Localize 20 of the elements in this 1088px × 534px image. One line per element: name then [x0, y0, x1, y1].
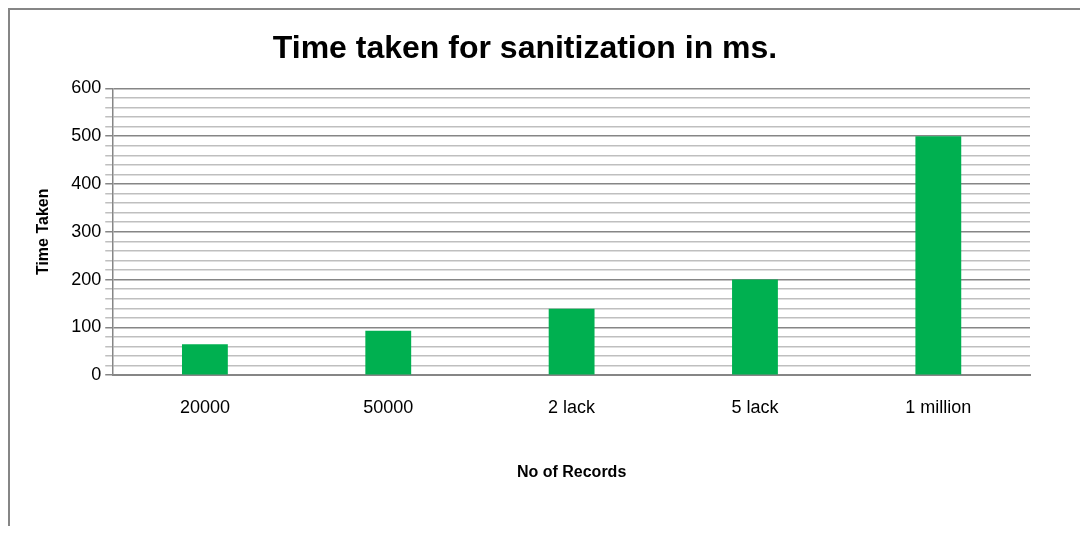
y-tick-label: 500: [71, 125, 102, 146]
chart-title: Time taken for sanitization in ms.: [272, 29, 778, 66]
x-tick-label: 20000: [179, 396, 230, 417]
y-tick-label: 300: [71, 220, 102, 241]
y-tick-label: 200: [71, 268, 102, 289]
y-tick-label: 0: [91, 364, 102, 385]
bar: [548, 308, 595, 375]
x-tick-label: 1 million: [905, 396, 972, 417]
y-tick-label: 600: [71, 77, 102, 98]
x-tick-label: 5 lack: [731, 396, 780, 417]
y-tick-label: 400: [71, 172, 102, 193]
x-axis-title: No of Records: [516, 462, 627, 480]
y-tick-label: 100: [71, 316, 102, 337]
bar: [181, 344, 228, 375]
y-axis-title: Time Taken: [34, 188, 52, 276]
bar: [365, 330, 412, 375]
x-tick-label: 2 lack: [548, 396, 597, 417]
bar: [915, 136, 962, 375]
bar: [732, 279, 778, 375]
x-tick-label: 50000: [363, 396, 414, 417]
